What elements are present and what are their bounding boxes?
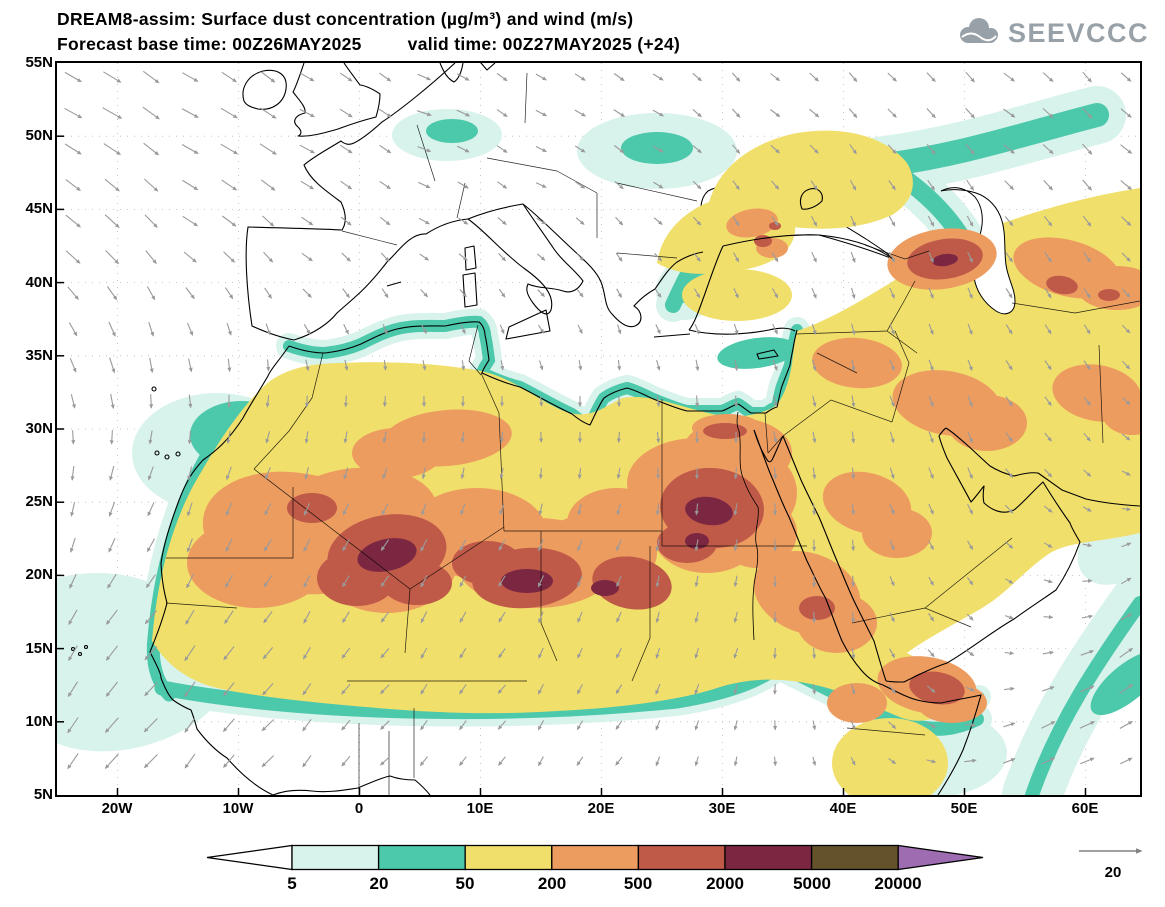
lat-tick-label: 45N <box>25 200 53 217</box>
lat-tick-label: 55N <box>25 54 53 71</box>
map-plot <box>55 61 1142 797</box>
lon-tick-label: 20W <box>101 800 133 817</box>
lon-tick-label: 30E <box>708 800 736 817</box>
colorbar-level-label: 50 <box>455 874 475 893</box>
lat-tick-label: 40N <box>25 274 53 291</box>
colorbar-segment <box>637 844 726 871</box>
chart-subtitle: Forecast base time: 00Z26MAY2025 valid ti… <box>57 32 680 57</box>
seevccc-logo: SEEVCCC <box>955 16 1149 51</box>
colorbar-segment <box>377 844 466 871</box>
lat-tick-label: 20N <box>25 566 53 583</box>
colorbar-level-label: 5 <box>287 874 297 893</box>
lat-tick-label: 5N <box>33 786 53 803</box>
wind-arrows <box>64 70 1134 770</box>
colorbar-segment <box>810 844 899 871</box>
lat-tick-label: 25N <box>25 493 53 510</box>
colorbar-level-label: 20000 <box>874 874 922 893</box>
colorbar <box>205 844 985 871</box>
colorbar-level-label: 20 <box>369 874 389 893</box>
title-block: DREAM8-assim: Surface dust concentration… <box>57 7 680 56</box>
axis-ticks <box>57 135 1087 795</box>
lat-tick-label: 35N <box>25 347 53 364</box>
wind-reference-value: 20 <box>1104 864 1122 881</box>
country-borders <box>165 72 1140 795</box>
wind-reference-arrow-icon <box>1079 848 1143 854</box>
colorbar-arrow-right <box>897 844 984 871</box>
lon-tick-label: 40E <box>829 800 857 817</box>
colorbar-level-label: 2000 <box>706 874 744 893</box>
lat-tick-label: 50N <box>25 127 53 144</box>
chart-title: DREAM8-assim: Surface dust concentration… <box>57 9 634 29</box>
forecast-base-time: Forecast base time: 00Z26MAY2025 <box>57 33 362 54</box>
colorbar-level-label: 500 <box>623 874 653 893</box>
lat-tick-label: 15N <box>25 640 53 657</box>
colorbar-segment <box>551 844 640 871</box>
wind-reference: 20 <box>1073 842 1153 881</box>
logo-text: SEEVCCC <box>1007 18 1149 48</box>
coastlines <box>70 63 1140 795</box>
lon-tick-label: 20E <box>587 800 615 817</box>
lon-tick-label: 10W <box>222 800 254 817</box>
colorbar-segment <box>724 844 813 871</box>
cloud-icon <box>955 16 1001 51</box>
valid-time: valid time: 00Z27MAY2025 (+24) <box>407 33 681 54</box>
lat-tick-label: 10N <box>25 713 53 730</box>
lon-tick-label: 0 <box>354 800 364 817</box>
colorbar-level-label: 200 <box>537 874 567 893</box>
colorbar-segment <box>291 844 380 871</box>
lat-tick-label: 30N <box>25 420 53 437</box>
lon-tick-label: 10E <box>466 800 494 817</box>
lon-tick-label: 60E <box>1071 800 1099 817</box>
colorbar-level-label: 5000 <box>793 874 831 893</box>
colorbar-arrow-left <box>206 844 293 871</box>
lon-tick-label: 50E <box>950 800 978 817</box>
map-svg <box>57 63 1140 795</box>
colorbar-segment <box>464 844 553 871</box>
